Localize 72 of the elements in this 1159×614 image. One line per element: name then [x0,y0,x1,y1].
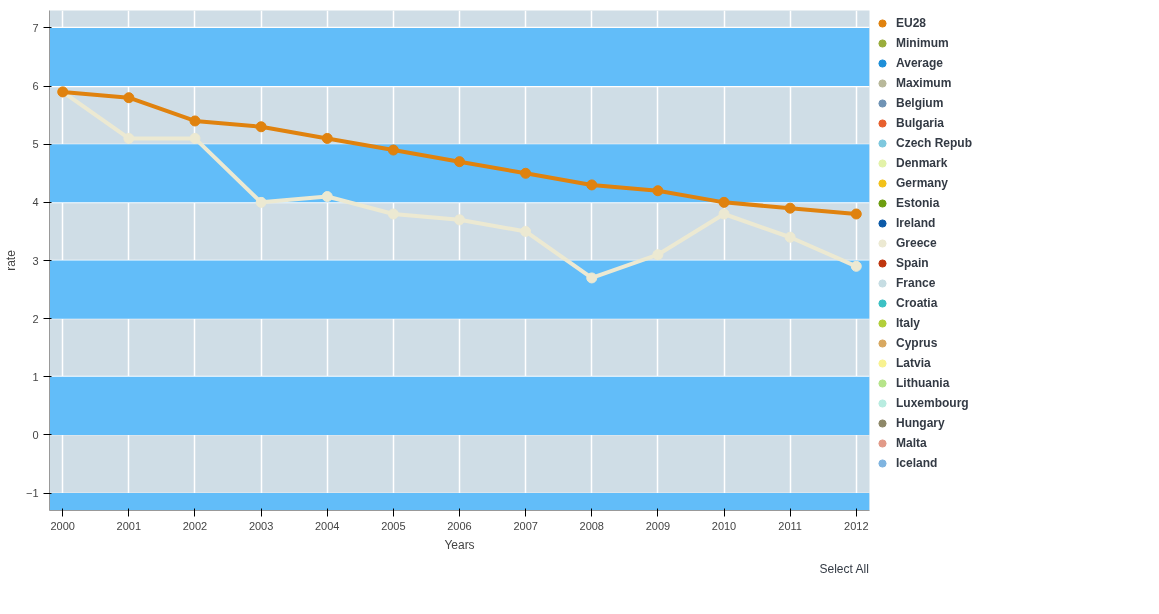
point [520,167,532,179]
x-axis-title: Years [444,537,475,552]
legend-label: Croatia [896,296,938,310]
point [784,231,796,243]
y-tick-label: 7 [32,21,39,34]
legend-label: Cyprus [896,336,938,350]
legend-label: France [896,276,936,290]
y-tick-label: 4 [32,196,39,209]
point [321,132,333,144]
point [189,115,201,127]
y-tick-label: 5 [32,138,39,151]
legend-label: Greece [896,236,937,250]
y-tick-label: 1 [32,370,39,383]
x-tick-label: 2006 [447,519,472,532]
point [189,132,201,144]
x-tick-label: 2011 [778,519,802,532]
legend-label: Bulgaria [896,116,945,130]
x-tick-label: 2001 [116,519,142,532]
y-tick-label: 6 [32,80,39,93]
legend-label: Belgium [896,96,944,110]
legend-label: Ireland [896,216,936,230]
point [718,208,730,220]
x-tick-label: 2003 [248,519,274,532]
point [850,260,862,272]
x-tick-label: 2002 [182,519,208,532]
legend-label: Malta [896,436,927,450]
point [520,225,532,237]
x-tick-label: 2009 [645,519,671,532]
point [586,272,598,284]
point [850,208,862,220]
text: Select All [819,561,869,576]
legend-label: Iceland [896,456,938,470]
legend-label: Luxembourg [896,396,969,410]
point [784,202,796,214]
legend-label: Latvia [896,356,931,370]
legend-label: Italy [896,316,921,330]
legend-label: Hungary [896,416,945,430]
point [454,214,465,226]
point [321,191,333,203]
legend-label: Czech Repub [896,136,973,150]
legend-label: Lithuania [896,376,950,390]
legend-label: EU28 [896,16,927,30]
x-tick-label: 2007 [513,519,538,532]
legend-label: Maximum [896,76,952,90]
point [123,132,135,144]
point [387,144,399,156]
y-axis-title: rate [3,249,18,271]
point [387,208,399,220]
legend-label: Germany [896,176,949,190]
x-tick-label: 2010 [711,519,737,532]
y-tick-label: 3 [32,254,39,267]
legend-label: Estonia [896,196,940,210]
legend-label: Average [896,56,943,70]
legend-label: Denmark [896,156,948,170]
legend-label: Minimum [896,36,949,50]
point [255,121,267,133]
point [652,185,664,197]
x-tick-label: 2008 [579,519,605,532]
point [123,92,135,104]
point [652,249,664,261]
y-tick-label: 0 [32,428,39,441]
point [454,156,465,168]
x-tick-label: 2005 [381,519,406,532]
legend-label: Spain [896,256,929,270]
point [255,196,267,208]
y-tick-label: 2 [32,312,39,325]
x-tick-label: 2012 [844,519,869,532]
x-tick-label: 2004 [315,519,340,532]
x-tick-label: 2000 [50,519,75,532]
point [586,179,598,191]
point [718,196,730,208]
y-tick-label: −1 [25,487,39,500]
